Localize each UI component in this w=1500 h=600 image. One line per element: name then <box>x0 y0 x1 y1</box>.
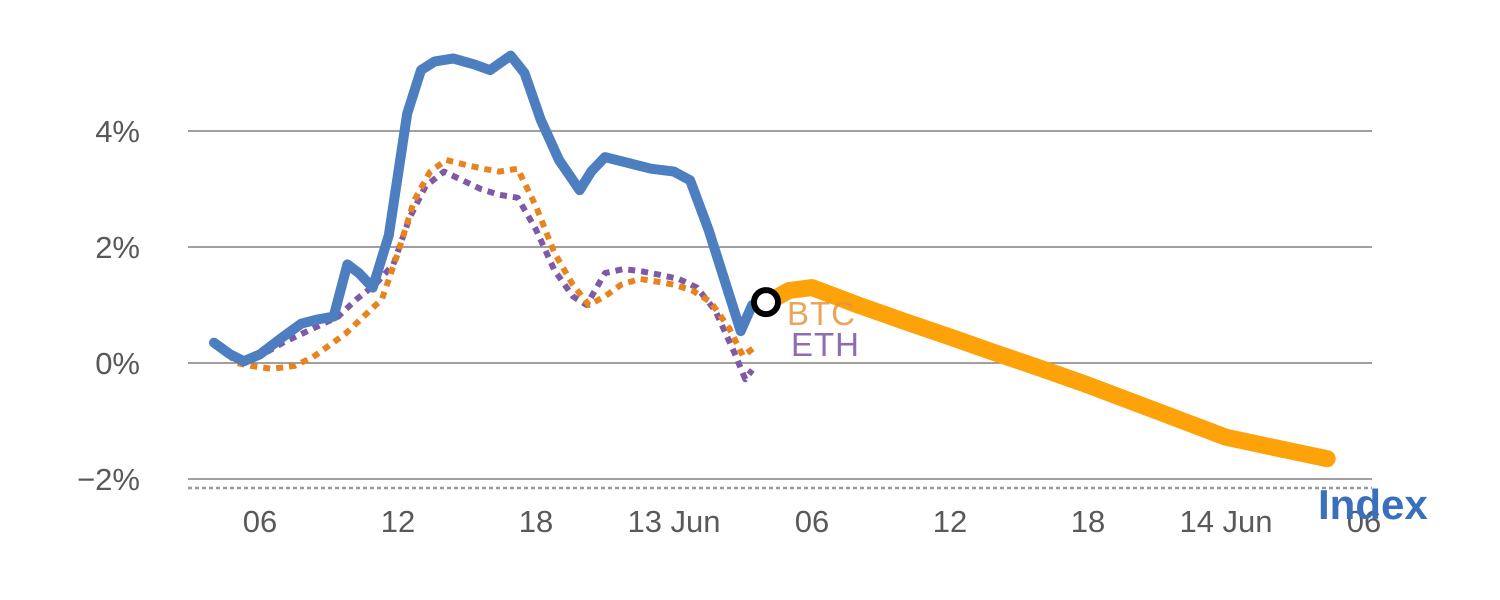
x-tick-label: 12 <box>381 504 415 539</box>
x-tick-label: 18 <box>519 504 553 539</box>
x-tick-label: 13 Jun <box>627 504 720 539</box>
y-tick-label: −2% <box>77 462 140 497</box>
x-tick-label: 06 <box>795 504 829 539</box>
x-tick-label: 06 <box>1347 504 1381 539</box>
series-line-btc <box>216 157 759 372</box>
x-tick-label: 06 <box>243 504 277 539</box>
x-tick-label: 14 Jun <box>1179 504 1272 539</box>
y-tick-label: 0% <box>95 346 140 381</box>
series-line-index-forecast <box>759 279 1336 468</box>
y-tick-label: 4% <box>95 114 140 149</box>
series-label-index: Index <box>1318 481 1428 528</box>
series-line-eth <box>219 168 755 383</box>
current-point-marker <box>751 287 781 318</box>
series-line-index <box>209 50 771 367</box>
series-label-eth: ETH <box>791 326 860 363</box>
x-tick-label: 12 <box>933 504 967 539</box>
y-tick-label: 2% <box>95 230 140 265</box>
x-tick-label: 18 <box>1071 504 1105 539</box>
series-label-btc: BTC <box>787 295 856 332</box>
